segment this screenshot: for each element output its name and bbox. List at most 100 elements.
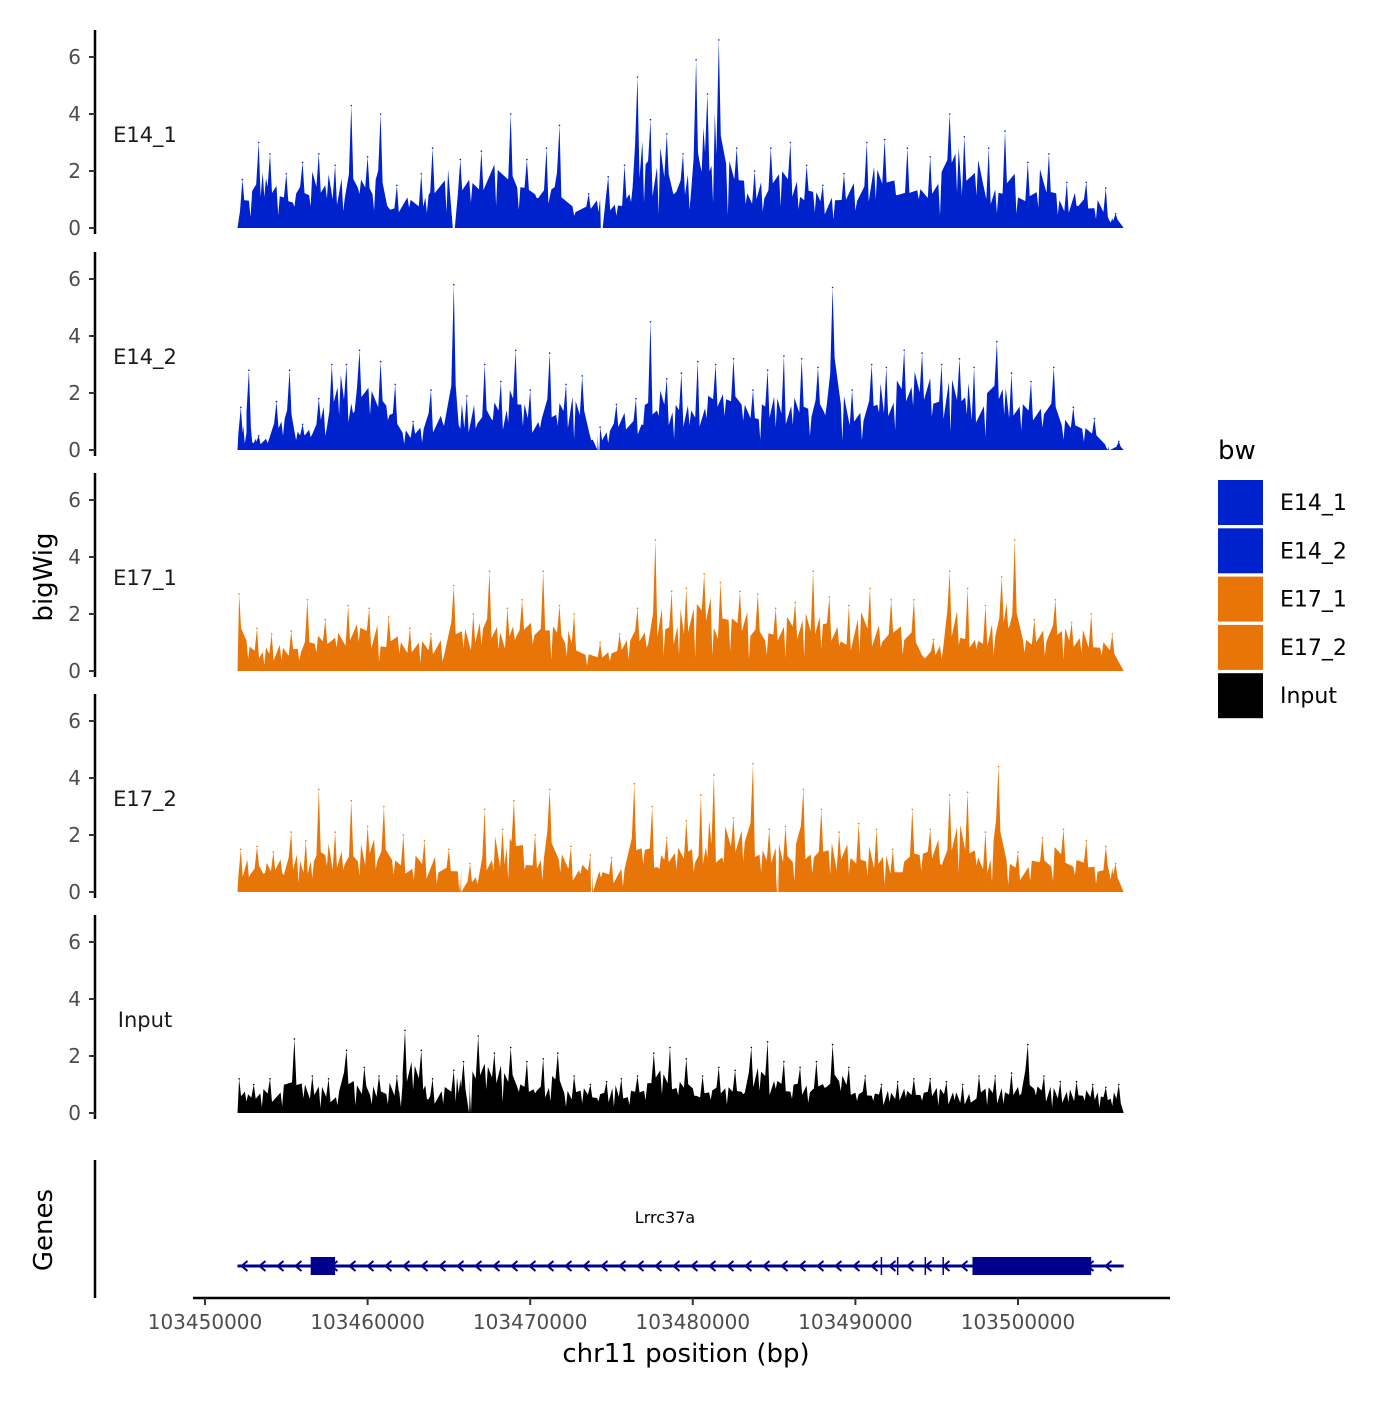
peak-point [383, 805, 385, 808]
peak-point [1105, 187, 1107, 189]
peak-point [347, 604, 349, 607]
strand-chevron [887, 1260, 897, 1272]
peak-point [696, 360, 699, 363]
peak-point [256, 845, 258, 848]
peak-point [318, 153, 320, 155]
peak-point [1114, 862, 1117, 865]
peak-point [913, 1078, 915, 1080]
peak-point [732, 358, 735, 360]
y-tick-label: 6 [68, 267, 81, 291]
strand-chevron [365, 1260, 375, 1272]
y-tick-label: 4 [68, 987, 81, 1011]
strand-chevron [455, 1260, 465, 1272]
peak-point [548, 352, 551, 354]
strand-chevron [725, 1260, 735, 1272]
peak-point [815, 1060, 818, 1063]
peak-point [1053, 366, 1055, 369]
peak-point [1072, 406, 1075, 409]
peak-point [483, 363, 486, 366]
x-tick-label: 103460000 [310, 1310, 425, 1334]
peak-point [996, 340, 998, 343]
peak-point [599, 426, 601, 429]
y-tick-label: 0 [68, 880, 81, 904]
peak-point [269, 1078, 271, 1080]
strand-chevron [347, 1260, 357, 1272]
peak-point [1054, 599, 1057, 601]
peak-point [285, 173, 288, 175]
peak-point [783, 1060, 785, 1063]
peak-point [248, 369, 250, 372]
x-tick-label: 103470000 [473, 1310, 588, 1334]
peak-point [272, 851, 275, 853]
peak-point [911, 808, 914, 811]
track-E17_2: 0 2 4 6 E17_2 [68, 694, 1124, 904]
peak-point [396, 1075, 398, 1077]
peak-point [1075, 1080, 1078, 1083]
peak-point [984, 604, 987, 607]
legend-swatch [1218, 624, 1263, 670]
peak-point [1105, 845, 1107, 848]
peak-point [379, 360, 382, 363]
peak-point [1010, 372, 1013, 374]
peak-point [958, 358, 961, 360]
peak-point [506, 607, 509, 610]
peak-point [1043, 1075, 1045, 1077]
legend-entry-E14_1: E14_1 [1218, 480, 1347, 525]
strand-chevron [743, 1260, 753, 1272]
peak-point [812, 570, 814, 573]
peak-point [573, 613, 575, 615]
strand-chevron [959, 1260, 969, 1272]
legend-title: bw [1218, 436, 1256, 466]
peak-point [666, 378, 668, 380]
peak-point [350, 800, 353, 802]
strand-chevron [419, 1260, 429, 1272]
peak-point [719, 581, 722, 584]
peak-point [290, 831, 293, 833]
peak-point [534, 834, 536, 836]
peak-point [653, 1052, 655, 1054]
peak-point [430, 633, 432, 635]
legend-swatch [1218, 480, 1263, 525]
peak-point [885, 366, 888, 369]
peak-point [864, 1075, 866, 1077]
track-label: E14_1 [113, 123, 177, 148]
coverage-area-E14_2 [237, 284, 1124, 450]
peak-point [466, 395, 468, 397]
peak-point [766, 1041, 769, 1043]
peak-point [618, 633, 621, 635]
coverage-area-E14_1 [237, 39, 1124, 229]
peak-point [817, 366, 819, 369]
strand-chevron [653, 1260, 663, 1272]
peak-point [269, 153, 271, 155]
peak-point [570, 845, 572, 848]
strand-chevron [527, 1260, 537, 1272]
peak-point [880, 1083, 883, 1086]
peak-point [1059, 1080, 1062, 1083]
peak-point [257, 435, 260, 437]
peak-point [1090, 613, 1092, 615]
peak-point [822, 184, 824, 187]
peak-point [848, 604, 850, 607]
peak-point [784, 825, 787, 828]
peak-point [378, 1075, 380, 1077]
peak-point [848, 1066, 850, 1069]
x-tick-label: 103490000 [798, 1310, 913, 1334]
legend-swatch [1218, 576, 1263, 622]
peak-point [654, 539, 657, 541]
peak-point [293, 1038, 296, 1040]
peak-point [794, 601, 796, 604]
peak-point [318, 397, 320, 400]
peak-point [963, 136, 966, 138]
coverage-area-E17_1 [236, 539, 1124, 671]
peak-point [311, 1075, 314, 1077]
peak-point [718, 1066, 720, 1069]
x-tick-label: 103450000 [148, 1310, 263, 1334]
tracks-layer: 0 2 4 6 E14_1 0 2 4 6 E14_2 0 2 4 6 E17_1 0 2 4 6 E17_2 0 2 4 6… [68, 30, 1124, 1125]
peak-point [666, 837, 668, 839]
y-tick-label: 2 [68, 602, 81, 626]
peak-point [636, 76, 639, 78]
peak-point [472, 613, 475, 615]
peak-point [966, 791, 969, 794]
peak-point [448, 848, 450, 851]
legend-label: E17_2 [1280, 636, 1347, 661]
